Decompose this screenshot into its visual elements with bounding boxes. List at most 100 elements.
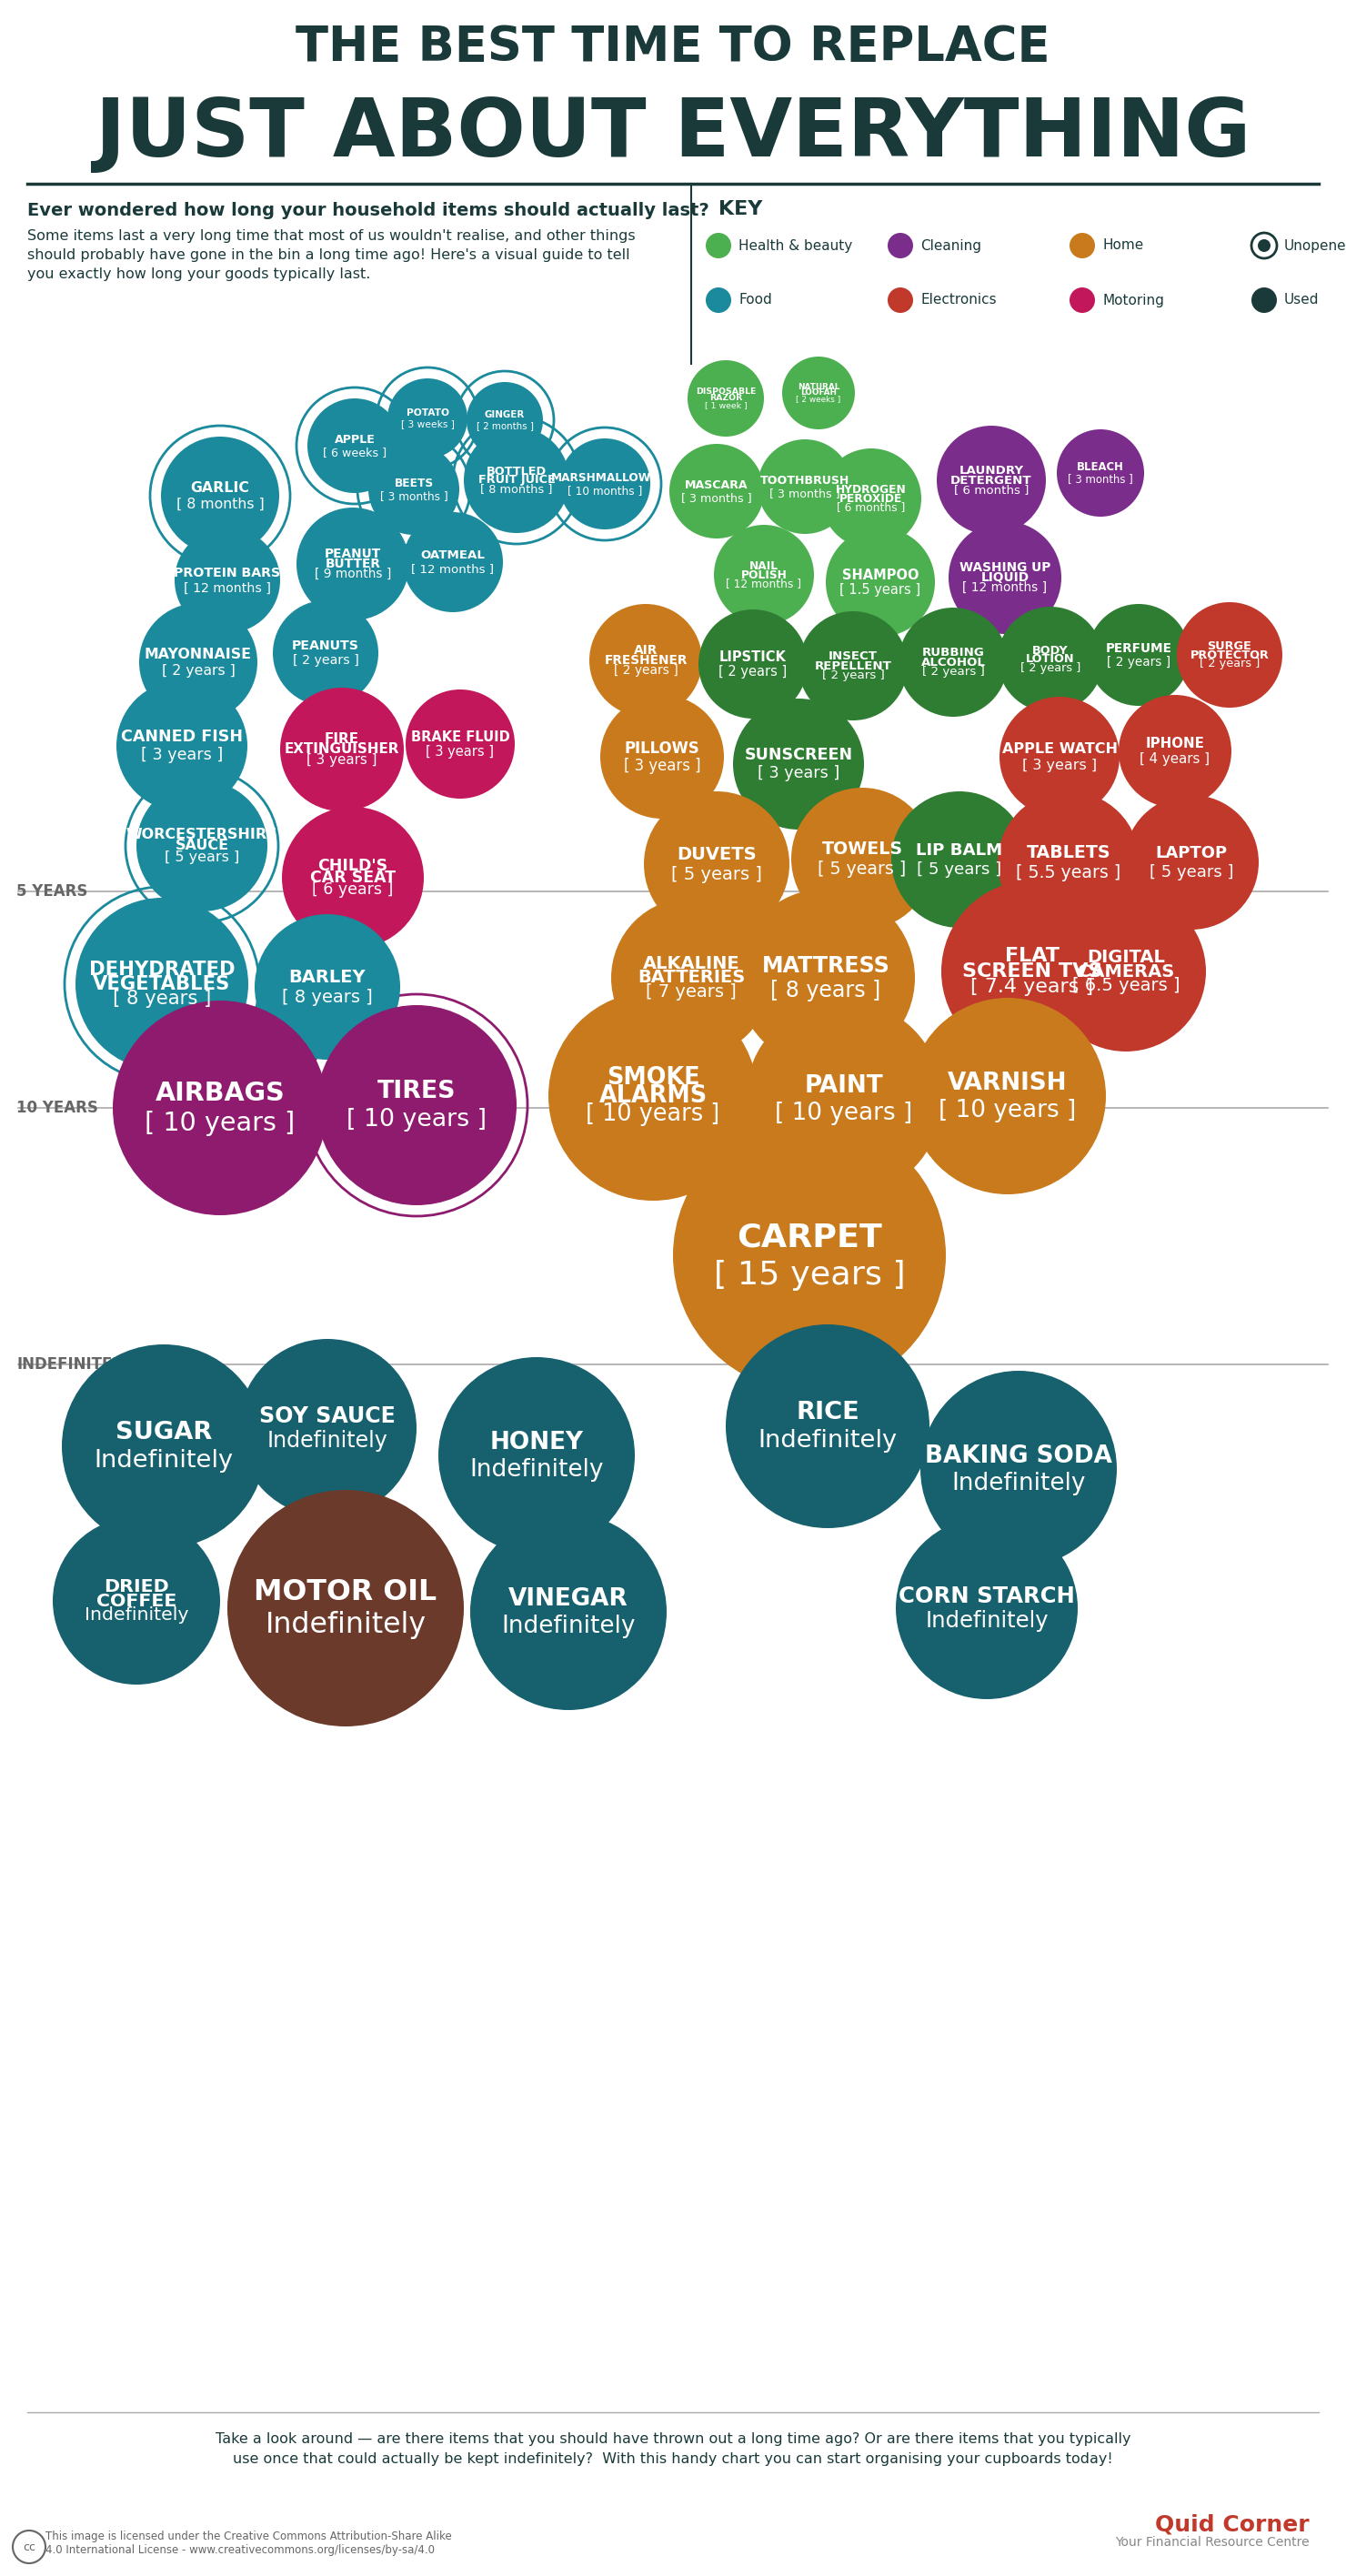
Text: Indefinitely: Indefinitely	[85, 1607, 188, 1623]
Circle shape	[1000, 696, 1120, 817]
Text: Indefinitely: Indefinitely	[265, 1610, 427, 1638]
Circle shape	[891, 791, 1028, 927]
Circle shape	[113, 999, 327, 1216]
Text: ALCOHOL: ALCOHOL	[921, 657, 985, 667]
Text: SUGAR: SUGAR	[116, 1422, 213, 1445]
Text: [ 3 years ]: [ 3 years ]	[307, 752, 377, 768]
Text: Cleaning: Cleaning	[921, 240, 981, 252]
Text: NATURAL: NATURAL	[797, 384, 840, 392]
Text: Indefinitely: Indefinitely	[94, 1450, 233, 1473]
Text: [ 12 months ]: [ 12 months ]	[962, 580, 1047, 592]
Text: TOOTHBRUSH: TOOTHBRUSH	[760, 474, 849, 487]
Text: WASHING UP: WASHING UP	[960, 562, 1051, 574]
Text: [ 2 years ]: [ 2 years ]	[1020, 662, 1081, 675]
Text: [ 5 years ]: [ 5 years ]	[917, 860, 1001, 878]
Text: MAYONNAISE: MAYONNAISE	[144, 647, 252, 662]
Text: [ 12 months ]: [ 12 months ]	[725, 577, 802, 590]
Text: HYDROGEN: HYDROGEN	[836, 484, 907, 495]
Text: PEANUTS: PEANUTS	[292, 639, 359, 652]
Circle shape	[941, 881, 1123, 1061]
Text: [ 2 years ]: [ 2 years ]	[1199, 657, 1260, 670]
Text: [ 3 months ]: [ 3 months ]	[1067, 474, 1133, 484]
Text: PAINT: PAINT	[805, 1074, 883, 1097]
Text: CORN STARCH: CORN STARCH	[899, 1584, 1075, 1607]
Text: LAUNDRY: LAUNDRY	[958, 466, 1024, 477]
Circle shape	[821, 448, 921, 549]
Text: MATTRESS: MATTRESS	[762, 956, 890, 976]
Circle shape	[713, 526, 814, 626]
Text: [ 3 months ]: [ 3 months ]	[681, 492, 752, 505]
Text: TOWELS: TOWELS	[821, 840, 903, 858]
Text: DUVETS: DUVETS	[677, 845, 756, 863]
Text: This image is licensed under the Creative Commons Attribution-Share Alike
4.0 In: This image is licensed under the Creativ…	[46, 2530, 452, 2555]
Text: FRESHENER: FRESHENER	[604, 654, 688, 667]
Circle shape	[1070, 289, 1096, 312]
Text: [ 3 years ]: [ 3 years ]	[1022, 760, 1097, 773]
Text: AIR: AIR	[634, 644, 658, 657]
Text: [ 8 months ]: [ 8 months ]	[176, 497, 264, 510]
Text: JUST ABOUT EVERYTHING: JUST ABOUT EVERYTHING	[96, 95, 1250, 175]
Text: Ever wondered how long your household items should actually last?: Ever wondered how long your household it…	[27, 201, 709, 219]
Circle shape	[296, 507, 409, 621]
Circle shape	[887, 232, 913, 258]
Text: MARSHMALLOWS: MARSHMALLOWS	[551, 471, 658, 484]
Text: RAZOR: RAZOR	[709, 394, 742, 402]
Text: [ 10 years ]: [ 10 years ]	[346, 1108, 486, 1131]
Text: Your Financial Resource Centre: Your Financial Resource Centre	[1116, 2535, 1310, 2548]
Text: Food: Food	[739, 294, 771, 307]
Text: [ 3 months ]: [ 3 months ]	[380, 489, 448, 502]
Circle shape	[1124, 796, 1259, 930]
Circle shape	[611, 899, 771, 1059]
Text: [ 12 months ]: [ 12 months ]	[412, 564, 494, 574]
Text: SHAMPOO: SHAMPOO	[843, 569, 919, 582]
Text: SMOKE: SMOKE	[607, 1066, 700, 1090]
Text: [ 8 years ]: [ 8 years ]	[113, 989, 211, 1007]
Circle shape	[369, 443, 459, 536]
Circle shape	[175, 528, 280, 634]
Circle shape	[254, 914, 400, 1059]
Text: ALARMS: ALARMS	[599, 1084, 707, 1108]
Text: LOOFAH: LOOFAH	[801, 389, 837, 397]
Text: CAMERAS: CAMERAS	[1078, 963, 1174, 979]
Text: [ 5 years ]: [ 5 years ]	[818, 860, 906, 878]
Text: CAR SEAT: CAR SEAT	[310, 871, 396, 886]
Circle shape	[673, 1118, 946, 1391]
Circle shape	[405, 690, 514, 799]
Circle shape	[560, 438, 650, 531]
Text: Quid Corner: Quid Corner	[1155, 2514, 1310, 2535]
Text: BLEACH: BLEACH	[1077, 461, 1124, 474]
Text: SAUCE: SAUCE	[175, 840, 229, 853]
Text: [ 6 weeks ]: [ 6 weeks ]	[323, 446, 386, 459]
Text: IPHONE: IPHONE	[1145, 737, 1205, 750]
Text: [ 3 weeks ]: [ 3 weeks ]	[401, 420, 454, 428]
Text: BODY: BODY	[1032, 644, 1069, 657]
Circle shape	[139, 603, 257, 721]
Circle shape	[439, 1358, 635, 1553]
Text: [ 5 years ]: [ 5 years ]	[672, 866, 762, 884]
Text: BARLEY: BARLEY	[289, 969, 366, 987]
Text: [ 2 years ]: [ 2 years ]	[822, 670, 884, 680]
Text: EXTINGUISHER: EXTINGUISHER	[284, 742, 400, 757]
Circle shape	[316, 1005, 517, 1206]
Text: VEGETABLES: VEGETABLES	[93, 976, 230, 994]
Circle shape	[470, 1515, 666, 1710]
Text: Health & beauty: Health & beauty	[739, 240, 852, 252]
Circle shape	[467, 381, 542, 459]
Circle shape	[705, 232, 731, 258]
Text: AIRBAGS: AIRBAGS	[155, 1082, 285, 1105]
Text: FIRE: FIRE	[324, 732, 359, 747]
Text: [ 6 months ]: [ 6 months ]	[954, 484, 1028, 495]
Text: [ 15 years ]: [ 15 years ]	[713, 1260, 906, 1291]
Circle shape	[921, 1370, 1117, 1566]
Text: Motoring: Motoring	[1102, 294, 1164, 307]
Text: COFFEE: COFFEE	[96, 1592, 176, 1610]
Text: [ 3 years ]: [ 3 years ]	[141, 747, 223, 762]
Circle shape	[669, 443, 765, 538]
Text: Indefinitely: Indefinitely	[952, 1471, 1086, 1494]
Text: ALKALINE: ALKALINE	[642, 956, 740, 974]
Text: [ 10 years ]: [ 10 years ]	[940, 1097, 1077, 1123]
Text: [ 2 weeks ]: [ 2 weeks ]	[795, 394, 841, 404]
Circle shape	[1176, 603, 1283, 708]
Text: BEETS: BEETS	[394, 477, 433, 489]
Text: PEANUT: PEANUT	[324, 549, 381, 562]
